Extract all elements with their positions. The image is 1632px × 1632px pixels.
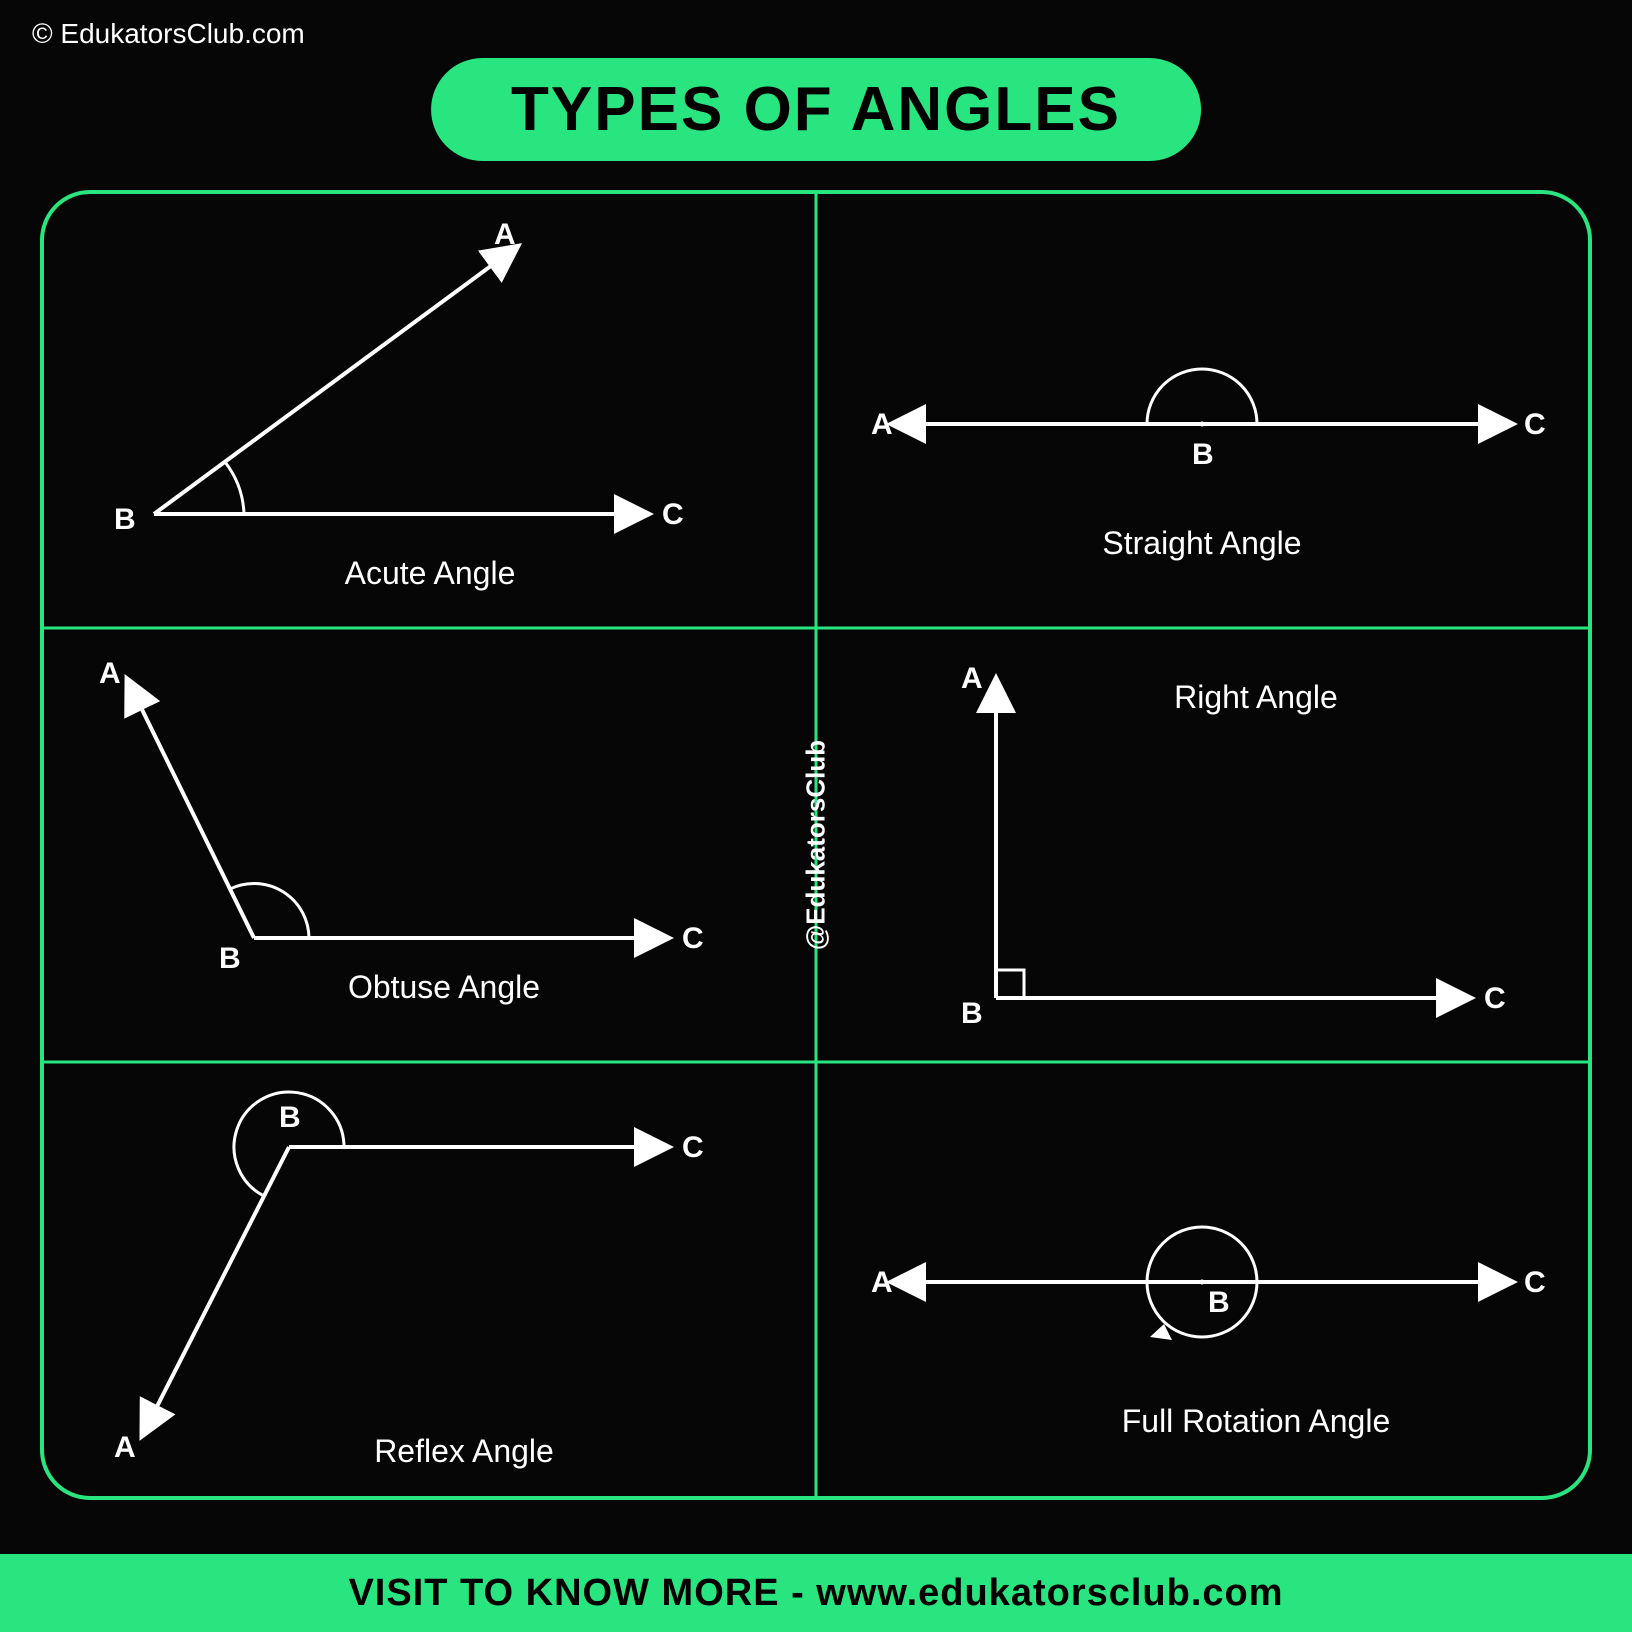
angles-grid: B A C Acute Angle A B C Straight Angle B… [40, 190, 1592, 1500]
ray-a-label: A [114, 1431, 136, 1464]
vertex-label: B [1208, 1286, 1230, 1319]
ray-c-label: C [1484, 982, 1506, 1015]
angle-name: Full Rotation Angle [1122, 1403, 1390, 1439]
ray-c-label: C [682, 922, 704, 955]
cell-right-angle: B A C Right Angle [816, 628, 1588, 1062]
angle-name: Straight Angle [1102, 525, 1301, 561]
ray-a-label: A [99, 657, 121, 690]
cell-acute-angle: B A C Acute Angle [44, 194, 816, 628]
ray-a-label: A [961, 662, 983, 695]
vertex-label: B [279, 1101, 301, 1134]
angle-name: Obtuse Angle [348, 969, 540, 1005]
ray-a-label: A [494, 218, 516, 251]
vertex-label: B [961, 997, 983, 1030]
ray-a-label: A [871, 1266, 893, 1299]
angle-name: Right Angle [1174, 679, 1338, 715]
vertex-label: B [219, 942, 241, 975]
ray-c-label: C [1524, 1266, 1546, 1299]
angle-name: Acute Angle [345, 555, 516, 591]
cell-obtuse-angle: B A C Obtuse Angle [44, 628, 816, 1062]
ray-a-label: A [871, 408, 893, 441]
vertex-label: B [114, 503, 136, 536]
ray-c-label: C [682, 1131, 704, 1164]
page-title: TYPES OF ANGLES [431, 58, 1201, 161]
cell-straight-angle: A B C Straight Angle [816, 194, 1588, 628]
vertex-label: B [1192, 438, 1214, 471]
copyright-text: © EdukatorsClub.com [32, 18, 305, 50]
angle-name: Reflex Angle [374, 1433, 554, 1469]
side-handle-text: @EdukatorsClub [801, 740, 832, 950]
cell-reflex-angle: B C A Reflex Angle [44, 1062, 816, 1496]
cell-full-rotation-angle: A B C Full Rotation Angle [816, 1062, 1588, 1496]
footer-cta: VISIT TO KNOW MORE - www.edukatorsclub.c… [0, 1554, 1632, 1632]
ray-c-label: C [1524, 408, 1546, 441]
ray-c-label: C [662, 498, 684, 531]
